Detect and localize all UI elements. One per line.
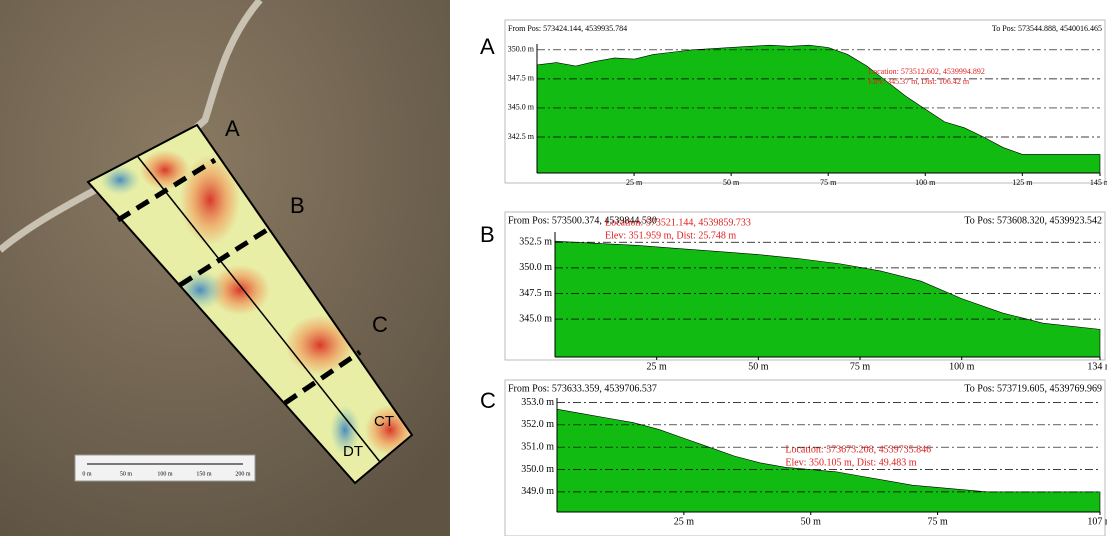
map-label: CT bbox=[374, 413, 394, 430]
scale-label: 50 m bbox=[120, 471, 133, 477]
x-tick-label: 75 m bbox=[850, 361, 871, 372]
annotation: Elev: 350.105 m, Dist: 49.483 m bbox=[785, 457, 916, 468]
transects bbox=[116, 157, 362, 406]
scale-label: 200 m bbox=[235, 471, 251, 477]
from-pos: From Pos: 573633.359, 4539706.537 bbox=[508, 383, 657, 394]
y-tick-label: 353.0 m bbox=[521, 397, 554, 408]
map-label: C bbox=[372, 312, 388, 337]
y-tick-label: 351.0 m bbox=[521, 441, 554, 452]
annotation: Location: 573521.144, 4539859.733 bbox=[605, 217, 751, 228]
map: A B C CT DT 0 m 50 m 100 m 150 m 200 m bbox=[0, 0, 450, 536]
x-tick-label: 134 m bbox=[1087, 361, 1107, 372]
annotation: Location: 573673.208, 4539735.846 bbox=[785, 444, 931, 455]
profile-chart: B From Pos: 573500.374, 4539844.530 To Pos… bbox=[480, 211, 1107, 372]
x-tick-label: 100 m bbox=[949, 361, 975, 372]
x-tick-label: 145 m bbox=[1090, 178, 1107, 187]
to-pos: To Pos: 573608.320, 4539923.542 bbox=[964, 215, 1102, 226]
scale-label: 0 m bbox=[82, 471, 92, 477]
y-tick-label: 352.5 m bbox=[519, 237, 552, 248]
from-pos: From Pos: 573500.374, 4539844.530 bbox=[508, 215, 657, 226]
y-tick-label: 350.0 m bbox=[521, 464, 554, 475]
x-tick-label: 25 m bbox=[647, 361, 668, 372]
y-tick-label: 347.5 m bbox=[519, 288, 552, 299]
y-tick-label: 350.0 m bbox=[519, 262, 552, 273]
x-tick-label: 50 m bbox=[723, 178, 740, 187]
y-tick-label: 349.0 m bbox=[521, 486, 554, 497]
scale-bar: 0 m 50 m 100 m 150 m 200 m bbox=[74, 454, 256, 482]
x-tick-label: 125 m bbox=[1012, 178, 1033, 187]
x-tick-label: 25 m bbox=[674, 516, 695, 527]
x-tick-label: 75 m bbox=[820, 178, 837, 187]
x-tick-label: 75 m bbox=[927, 516, 948, 527]
to-pos: To Pos: 573719.605, 4539769.969 bbox=[964, 383, 1102, 394]
annotation: Elev: 351.959 m, Dist: 25.748 m bbox=[605, 230, 736, 241]
map-label: A bbox=[225, 116, 240, 141]
panel-label: B bbox=[480, 222, 495, 247]
elevation-area bbox=[536, 44, 1101, 174]
map-label: DT bbox=[343, 443, 363, 460]
scale-box bbox=[74, 454, 256, 482]
x-tick-label: 50 m bbox=[748, 361, 769, 372]
x-tick-label: 100 m bbox=[915, 178, 936, 187]
scale-label: 150 m bbox=[196, 471, 212, 477]
profile-chart: A From Pos: 573424.144, 4539935.784 To Pos… bbox=[480, 19, 1107, 187]
annotation: Location: 573512.602, 4539994.892 bbox=[868, 67, 985, 76]
y-tick-label: 342.5 m bbox=[508, 132, 535, 141]
y-tick-label: 350.0 m bbox=[508, 45, 535, 54]
field-outline bbox=[86, 123, 414, 485]
y-tick-label: 345.0 m bbox=[519, 313, 552, 324]
elevation-area bbox=[554, 240, 1101, 358]
x-tick-label: 107 m bbox=[1087, 516, 1107, 527]
x-tick-label: 50 m bbox=[801, 516, 822, 527]
midline bbox=[137, 156, 381, 463]
annotation: Elev: 345.37 m, Dist: 106.42 m bbox=[868, 77, 970, 86]
to-pos: To Pos: 573544.888, 4540016.465 bbox=[992, 24, 1102, 33]
panel-label: C bbox=[480, 388, 496, 413]
profile-chart: C From Pos: 573633.359, 4539706.537 To Pos… bbox=[480, 379, 1107, 537]
y-tick-label: 347.5 m bbox=[508, 74, 535, 83]
panel-label: A bbox=[480, 34, 495, 59]
x-tick-label: 25 m bbox=[626, 178, 643, 187]
from-pos: From Pos: 573424.144, 4539935.784 bbox=[508, 24, 627, 33]
y-tick-label: 352.0 m bbox=[521, 419, 554, 430]
y-tick-label: 345.0 m bbox=[508, 103, 535, 112]
map-label: B bbox=[290, 193, 305, 218]
scale-label: 100 m bbox=[157, 471, 173, 477]
